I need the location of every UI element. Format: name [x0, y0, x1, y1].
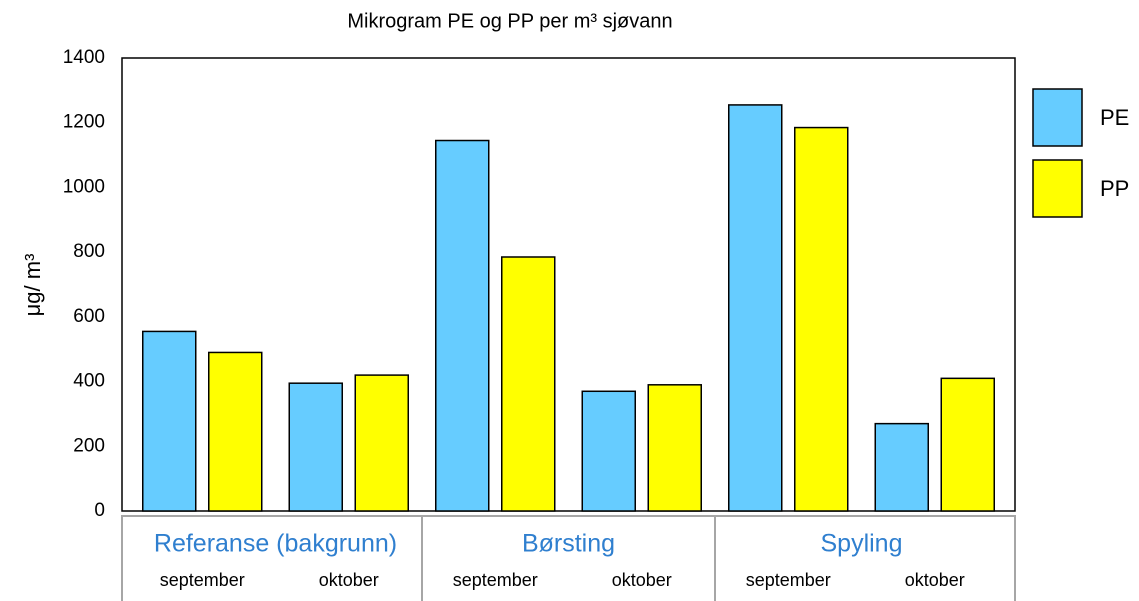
x-tick-label: oktober — [905, 570, 965, 590]
legend-swatch — [1032, 88, 1083, 147]
group-label: Referanse (bakgrunn) — [154, 530, 397, 558]
bar — [142, 330, 197, 512]
category-table — [121, 515, 1016, 601]
bar — [288, 382, 343, 512]
legend-swatch — [1032, 159, 1083, 218]
bar — [874, 422, 929, 512]
bar — [435, 139, 490, 512]
group-label: Børsting — [522, 530, 615, 558]
chart-title: Mikrogram PE og PP per m³ sjøvann — [347, 10, 672, 32]
bar — [208, 351, 263, 512]
y-tick-label: 800 — [73, 241, 105, 262]
legend-label: PP — [1100, 176, 1129, 201]
y-tick-label: 1400 — [63, 47, 105, 68]
y-tick-label: 600 — [73, 306, 105, 327]
x-tick-label: oktober — [612, 570, 672, 590]
x-tick-label: september — [160, 570, 245, 590]
x-tick-label: september — [746, 570, 831, 590]
bar — [794, 126, 849, 512]
bar — [581, 390, 636, 512]
y-tick-label: 1000 — [63, 176, 105, 197]
legend-label: PE — [1100, 105, 1129, 130]
y-tick-label: 400 — [73, 371, 105, 392]
x-tick-label: oktober — [319, 570, 379, 590]
y-tick-label: 1200 — [63, 112, 105, 133]
bar — [940, 377, 995, 512]
x-tick-label: september — [453, 570, 538, 590]
plot-frame — [121, 57, 1016, 512]
y-tick-label: 0 — [94, 500, 105, 521]
y-tick-label: 200 — [73, 435, 105, 456]
bar — [501, 256, 556, 512]
y-axis-label: μg/ m³ — [20, 254, 45, 317]
group-label: Spyling — [821, 530, 903, 558]
bar — [354, 374, 409, 512]
bar — [647, 384, 702, 512]
bar — [728, 104, 783, 512]
